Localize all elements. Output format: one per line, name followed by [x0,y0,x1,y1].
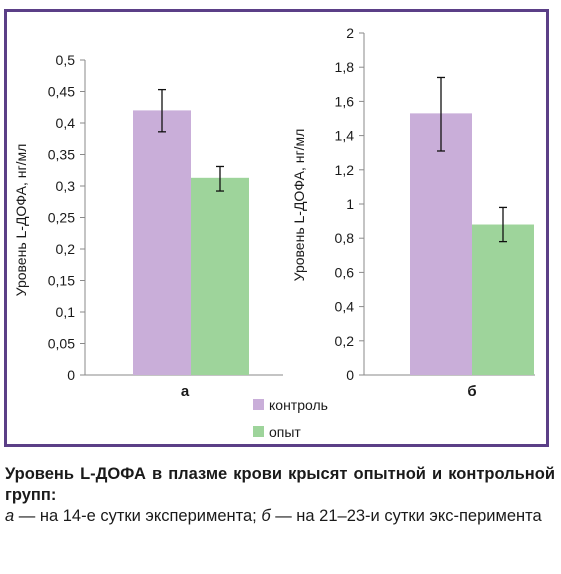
y-tick-label: 1 [346,196,354,212]
panel-label: а [181,383,190,400]
y-tick-label: 1,2 [335,162,355,178]
legend-swatch [253,399,264,410]
legend-label: контроль [269,397,328,413]
y-tick-label: 0,1 [56,304,76,320]
y-tick-label: 0,45 [48,84,75,100]
caption-letter-a: а [5,507,15,525]
caption-text-b: — на 21–23-и сутки экс-перимента [270,507,542,525]
bar-control [410,113,472,376]
y-tick-label: 1,8 [335,59,355,75]
y-tick-label: 0,05 [48,336,75,352]
y-tick-label: 1,4 [335,128,355,144]
y-tick-label: 0 [346,367,354,383]
figure-caption: Уровень L-ДОФА в плазме крови крысят опы… [5,464,555,527]
bar-experiment [472,224,534,375]
caption-text-a: — на 14-е сутки эксперимента; [14,507,262,525]
y-tick-label: 0,2 [56,241,76,257]
y-tick-label: 0 [67,367,75,383]
caption-body: а — на 14-е сутки эксперимента; б — на 2… [5,506,555,527]
y-tick-label: 0,8 [335,230,355,246]
y-tick-label: 0,15 [48,273,75,289]
panel-label: б [467,383,476,400]
y-tick-label: 0,25 [48,210,75,226]
y-axis-label: Уровень L-ДОФА, нг/мл [291,129,307,282]
y-tick-label: 2 [346,25,354,41]
y-tick-label: 0,2 [335,333,355,349]
y-tick-label: 0,6 [335,264,355,280]
legend-swatch [253,426,264,437]
y-tick-label: 0,35 [48,147,75,163]
y-tick-label: 1,6 [335,93,355,109]
caption-title: Уровень L-ДОФА в плазме крови крысят опы… [5,465,555,504]
bar-experiment [191,177,249,375]
y-tick-label: 0,4 [335,299,355,315]
legend-label: опыт [269,424,301,440]
chart-canvas: 0 0,05 0,1 0,15 0,2 0,25 0,3 0,35 0,4 0,45 0,5 Уров… [13,25,535,440]
bar-control [133,110,191,376]
y-tick-label: 0,4 [56,115,76,131]
y-axis-label: Уровень L-ДОФА, нг/мл [13,144,29,297]
caption-letter-b: б [261,507,271,525]
y-tick-label: 0,5 [56,52,76,68]
y-tick-label: 0,3 [56,178,76,194]
